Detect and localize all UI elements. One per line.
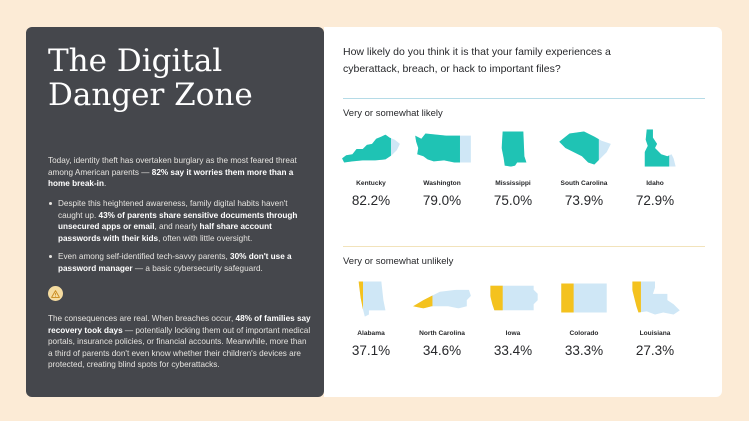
alabama-value-fill bbox=[358, 281, 364, 317]
body-text: — potentially locking them out of import… bbox=[48, 325, 311, 370]
washington-value-fill bbox=[415, 133, 460, 163]
body-text: , often with little oversight. bbox=[158, 233, 253, 243]
colorado-value-fill bbox=[561, 283, 574, 313]
highlight-text: 43% of parents share sensitive documents… bbox=[58, 210, 298, 232]
state-card-mississippi: Mississippi 75.0% bbox=[476, 125, 550, 208]
body-text: The consequences are real. When breaches… bbox=[48, 314, 236, 323]
state-card-kentucky: Kentucky 82.2% bbox=[334, 125, 408, 208]
info-panel: The Digital Danger Zone Today, identity … bbox=[26, 27, 324, 397]
likely-section-label: Very or somewhat likely bbox=[343, 108, 443, 119]
bullet-item-2: Even among self-identified tech-savvy pa… bbox=[48, 251, 310, 274]
iowa-map-shape bbox=[490, 285, 538, 311]
state-name-colorado: Colorado bbox=[569, 330, 599, 337]
state-name-iowa: Iowa bbox=[505, 330, 521, 337]
body-text: — a basic cybersecurity safeguard. bbox=[132, 263, 263, 273]
page-title: The Digital Danger Zone bbox=[48, 43, 253, 113]
state-value-washington: 79.0% bbox=[422, 193, 462, 208]
highlight-text: 82% say it worries them more than a home… bbox=[48, 167, 294, 189]
state-value-colorado: 33.3% bbox=[564, 343, 604, 358]
state-card-south-carolina: South Carolina 73.9% bbox=[547, 125, 621, 208]
alabama-map-shape bbox=[358, 281, 386, 317]
body-text: Even among self-identified tech-savvy pa… bbox=[58, 252, 231, 261]
mississippi-map-shape bbox=[501, 131, 527, 167]
state-value-alabama: 37.1% bbox=[351, 343, 391, 358]
state-name-idaho: Idaho bbox=[646, 180, 664, 187]
bullet-item-1: Despite this heightened awareness, famil… bbox=[48, 198, 310, 244]
louisiana-value-fill bbox=[632, 281, 641, 315]
north-carolina-map-shape bbox=[413, 289, 471, 309]
outro-text: The consequences are real. When breaches… bbox=[48, 313, 312, 371]
likely-divider bbox=[343, 98, 705, 99]
highlight-text: half share account passwords with their … bbox=[58, 222, 272, 243]
state-name-kentucky: Kentucky bbox=[356, 180, 386, 187]
north-carolina-remainder-fill bbox=[413, 289, 471, 309]
state-name-alabama: Alabama bbox=[357, 330, 385, 337]
south-carolina-value-fill bbox=[559, 131, 599, 165]
state-card-iowa: Iowa 33.4% bbox=[476, 275, 550, 358]
survey-question: How likely do you think it is that your … bbox=[343, 46, 611, 75]
washington-map-shape bbox=[415, 133, 471, 163]
unlikely-section-label: Very or somewhat unlikely bbox=[343, 256, 454, 267]
state-name-mississippi: Mississippi bbox=[495, 180, 531, 187]
state-card-washington: Washington 79.0% bbox=[405, 125, 479, 208]
state-value-idaho: 72.9% bbox=[635, 193, 675, 208]
state-name-south-carolina: South Carolina bbox=[560, 180, 608, 187]
state-value-kentucky: 82.2% bbox=[351, 193, 391, 208]
state-name-north-carolina: North Carolina bbox=[419, 330, 465, 337]
state-value-mississippi: 75.0% bbox=[493, 193, 533, 208]
body-text: Today, identity theft has overtaken burg… bbox=[48, 156, 297, 177]
body-text: , and nearly bbox=[154, 222, 200, 231]
body-text: Despite this heightened awareness, famil… bbox=[58, 199, 288, 220]
alabama-remainder-fill bbox=[358, 281, 386, 317]
iowa-value-fill bbox=[490, 285, 503, 311]
warning-icon bbox=[48, 286, 63, 301]
louisiana-map-shape bbox=[632, 281, 680, 315]
highlight-text: 48% of families say recovery took days bbox=[48, 314, 311, 335]
state-value-louisiana: 27.3% bbox=[635, 343, 675, 358]
south-carolina-map-shape bbox=[559, 131, 611, 165]
unlikely-divider bbox=[343, 246, 705, 247]
state-card-north-carolina: North Carolina 34.6% bbox=[405, 275, 479, 358]
state-name-washington: Washington bbox=[423, 180, 461, 187]
stats-bullet-list: Despite this heightened awareness, famil… bbox=[48, 198, 310, 281]
idaho-value-fill bbox=[644, 129, 670, 167]
mississippi-value-fill bbox=[501, 131, 527, 167]
idaho-map-shape bbox=[644, 129, 676, 167]
state-card-colorado: Colorado 33.3% bbox=[547, 275, 621, 358]
state-name-louisiana: Louisiana bbox=[639, 330, 671, 337]
intro-text: Today, identity theft has overtaken burg… bbox=[48, 155, 310, 190]
highlight-text: 30% don't use a password manager bbox=[58, 252, 292, 273]
chart-panel: How likely do you think it is that your … bbox=[324, 27, 722, 397]
state-value-iowa: 33.4% bbox=[493, 343, 533, 358]
colorado-map-shape bbox=[561, 283, 607, 313]
state-card-louisiana: Louisiana 27.3% bbox=[618, 275, 692, 358]
state-card-alabama: Alabama 37.1% bbox=[334, 275, 408, 358]
state-value-south-carolina: 73.9% bbox=[564, 193, 604, 208]
state-card-idaho: Idaho 72.9% bbox=[618, 125, 692, 208]
body-text: . bbox=[103, 179, 107, 188]
state-value-north-carolina: 34.6% bbox=[422, 343, 462, 358]
north-carolina-value-fill bbox=[413, 289, 433, 309]
kentucky-value-fill bbox=[342, 134, 391, 163]
kentucky-map-shape bbox=[342, 134, 400, 163]
